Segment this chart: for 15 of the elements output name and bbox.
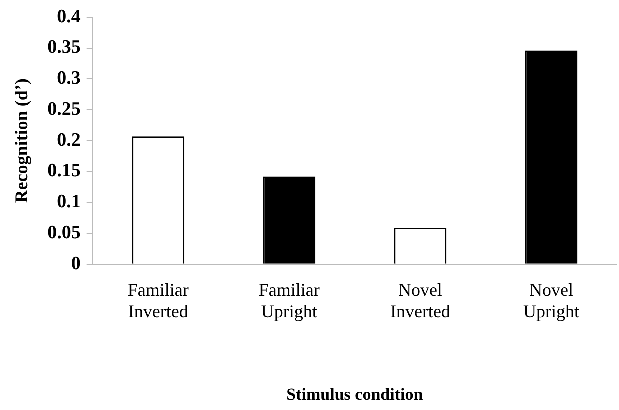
y-tick-label: 0.25 [48, 98, 81, 120]
x-axis-title: Stimulus condition [286, 385, 424, 404]
y-tick-label: 0 [71, 253, 81, 274]
x-tick-label: Familiar Upright [258, 280, 320, 322]
y-axis-title: Recognition (d’) [11, 78, 32, 204]
y-tick-label: 0.15 [48, 160, 81, 182]
x-tick-label: Novel Upright [523, 280, 580, 322]
y-tick-label: 0.2 [57, 130, 81, 151]
y-tick-label: 0.3 [57, 68, 81, 90]
y-tick-label: 0.35 [48, 37, 81, 58]
y-tick-label: 0.05 [48, 222, 81, 244]
y-tick-label: 0.1 [57, 192, 81, 213]
y-tick-label: 0.4 [57, 6, 82, 28]
x-tick-label: Novel Inverted [390, 280, 450, 322]
x-tick-label: Familiar Inverted [128, 280, 189, 322]
